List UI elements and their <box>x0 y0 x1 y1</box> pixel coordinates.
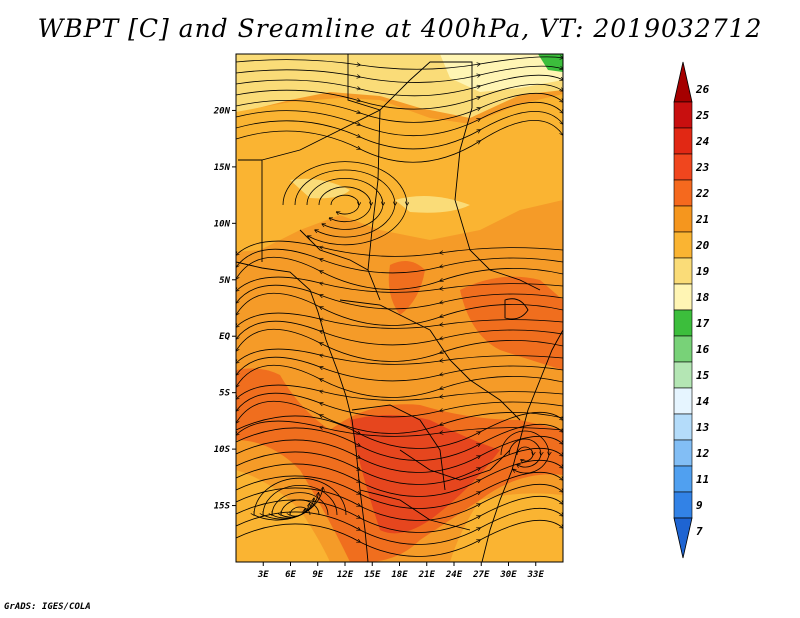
x-tick-label: 27E <box>472 570 490 580</box>
colorbar-label: 11 <box>696 473 709 486</box>
colorbar-label: 9 <box>696 499 703 512</box>
colorbar-swatch <box>673 335 693 363</box>
colorbar-label: 13 <box>696 421 710 434</box>
colorbar-top-triangle <box>673 61 693 103</box>
colorbar-label: 22 <box>695 187 710 200</box>
streamline <box>236 519 563 557</box>
y-tick-label: 10S <box>214 445 231 455</box>
x-tick-label: 30E <box>499 570 517 580</box>
colorbar-swatch <box>673 127 693 155</box>
x-tick-label: 15E <box>364 570 381 580</box>
colorbar-label: 24 <box>695 135 710 148</box>
y-tick-label: 20N <box>213 106 231 116</box>
colorbar-swatch <box>673 153 693 181</box>
streamline <box>236 384 563 401</box>
y-tick-label: 5N <box>219 276 230 286</box>
y-tick-label: 15N <box>214 163 231 173</box>
x-tick-label: 12E <box>337 570 354 580</box>
colorbar-swatch <box>673 179 693 207</box>
colorbar-swatch <box>673 387 693 415</box>
colorbar-label: 18 <box>696 291 710 304</box>
colorbar: 26 25 24 23 22 21 20 19 18 17 16 15 14 13 12 11 9 7 <box>673 61 710 559</box>
colorbar-swatch <box>673 231 693 259</box>
streamline <box>236 119 563 163</box>
colorbar-swatch <box>673 465 693 493</box>
y-tick-label: EQ <box>219 332 230 342</box>
y-tick-label: 5S <box>219 389 230 399</box>
colorbar-swatch <box>673 205 693 233</box>
x-tick-label: 6E <box>285 570 296 580</box>
temperature-fill-layer <box>236 54 563 562</box>
colorbar-bottom-triangle <box>673 517 693 559</box>
colorbar-swatch <box>673 439 693 467</box>
y-tick-label: 10N <box>214 219 231 229</box>
x-tick-label: 9E <box>312 570 323 580</box>
streamline <box>236 312 563 329</box>
colorbar-label: 26 <box>695 83 710 96</box>
border-line-5 <box>454 107 541 291</box>
streamline-layer <box>236 57 563 557</box>
map-area <box>236 54 563 562</box>
x-tick-label: 24E <box>445 570 463 580</box>
colorbar-label: 16 <box>696 343 710 356</box>
streamline <box>236 276 563 293</box>
colorbar-swatch <box>673 101 693 129</box>
lake-victoria-outline <box>504 298 529 320</box>
colorbar-label: 20 <box>695 239 710 252</box>
x-tick-label: 3E <box>257 570 269 580</box>
colorbar-swatch <box>673 257 693 285</box>
grads-credit: GrADS: IGES/COLA <box>4 602 91 612</box>
colorbar-swatch <box>673 309 693 337</box>
colorbar-swatch <box>673 361 693 389</box>
colorbar-label: 19 <box>696 265 710 278</box>
colorbar-label: 15 <box>696 369 710 382</box>
colorbar-swatch <box>673 413 693 441</box>
colorbar-label: 14 <box>696 395 710 408</box>
colorbar-label: 21 <box>695 213 709 226</box>
y-tick-label: 15S <box>214 502 231 512</box>
fill-region-19-patch-central <box>395 196 470 213</box>
chart-title: WBPT [C] and Sreamline at 400hPa, VT: 20… <box>37 14 763 43</box>
colorbar-label: 23 <box>695 161 710 174</box>
colorbar-label: 7 <box>696 525 703 538</box>
colorbar-label: 17 <box>696 317 710 330</box>
fill-region-22-east-band <box>460 276 563 370</box>
streamline <box>236 240 563 257</box>
streamline <box>282 161 407 246</box>
streamline <box>500 430 549 474</box>
x-tick-label: 21E <box>418 570 436 580</box>
colorbar-swatch <box>673 283 693 311</box>
streamline <box>254 477 347 521</box>
colorbar-swatch <box>673 491 693 519</box>
x-axis-ticks: 3E 6E 9E 12E 15E 18E 21E 24E 27E 30E 33E <box>257 562 545 580</box>
colorbar-label: 12 <box>696 447 710 460</box>
streamline <box>236 348 563 365</box>
y-axis-ticks: 20N 15N 10N 5N EQ 5S 10S 15S <box>213 106 236 512</box>
colorbar-label: 25 <box>695 109 710 122</box>
x-tick-label: 18E <box>391 570 408 580</box>
x-tick-label: 33E <box>527 570 545 580</box>
